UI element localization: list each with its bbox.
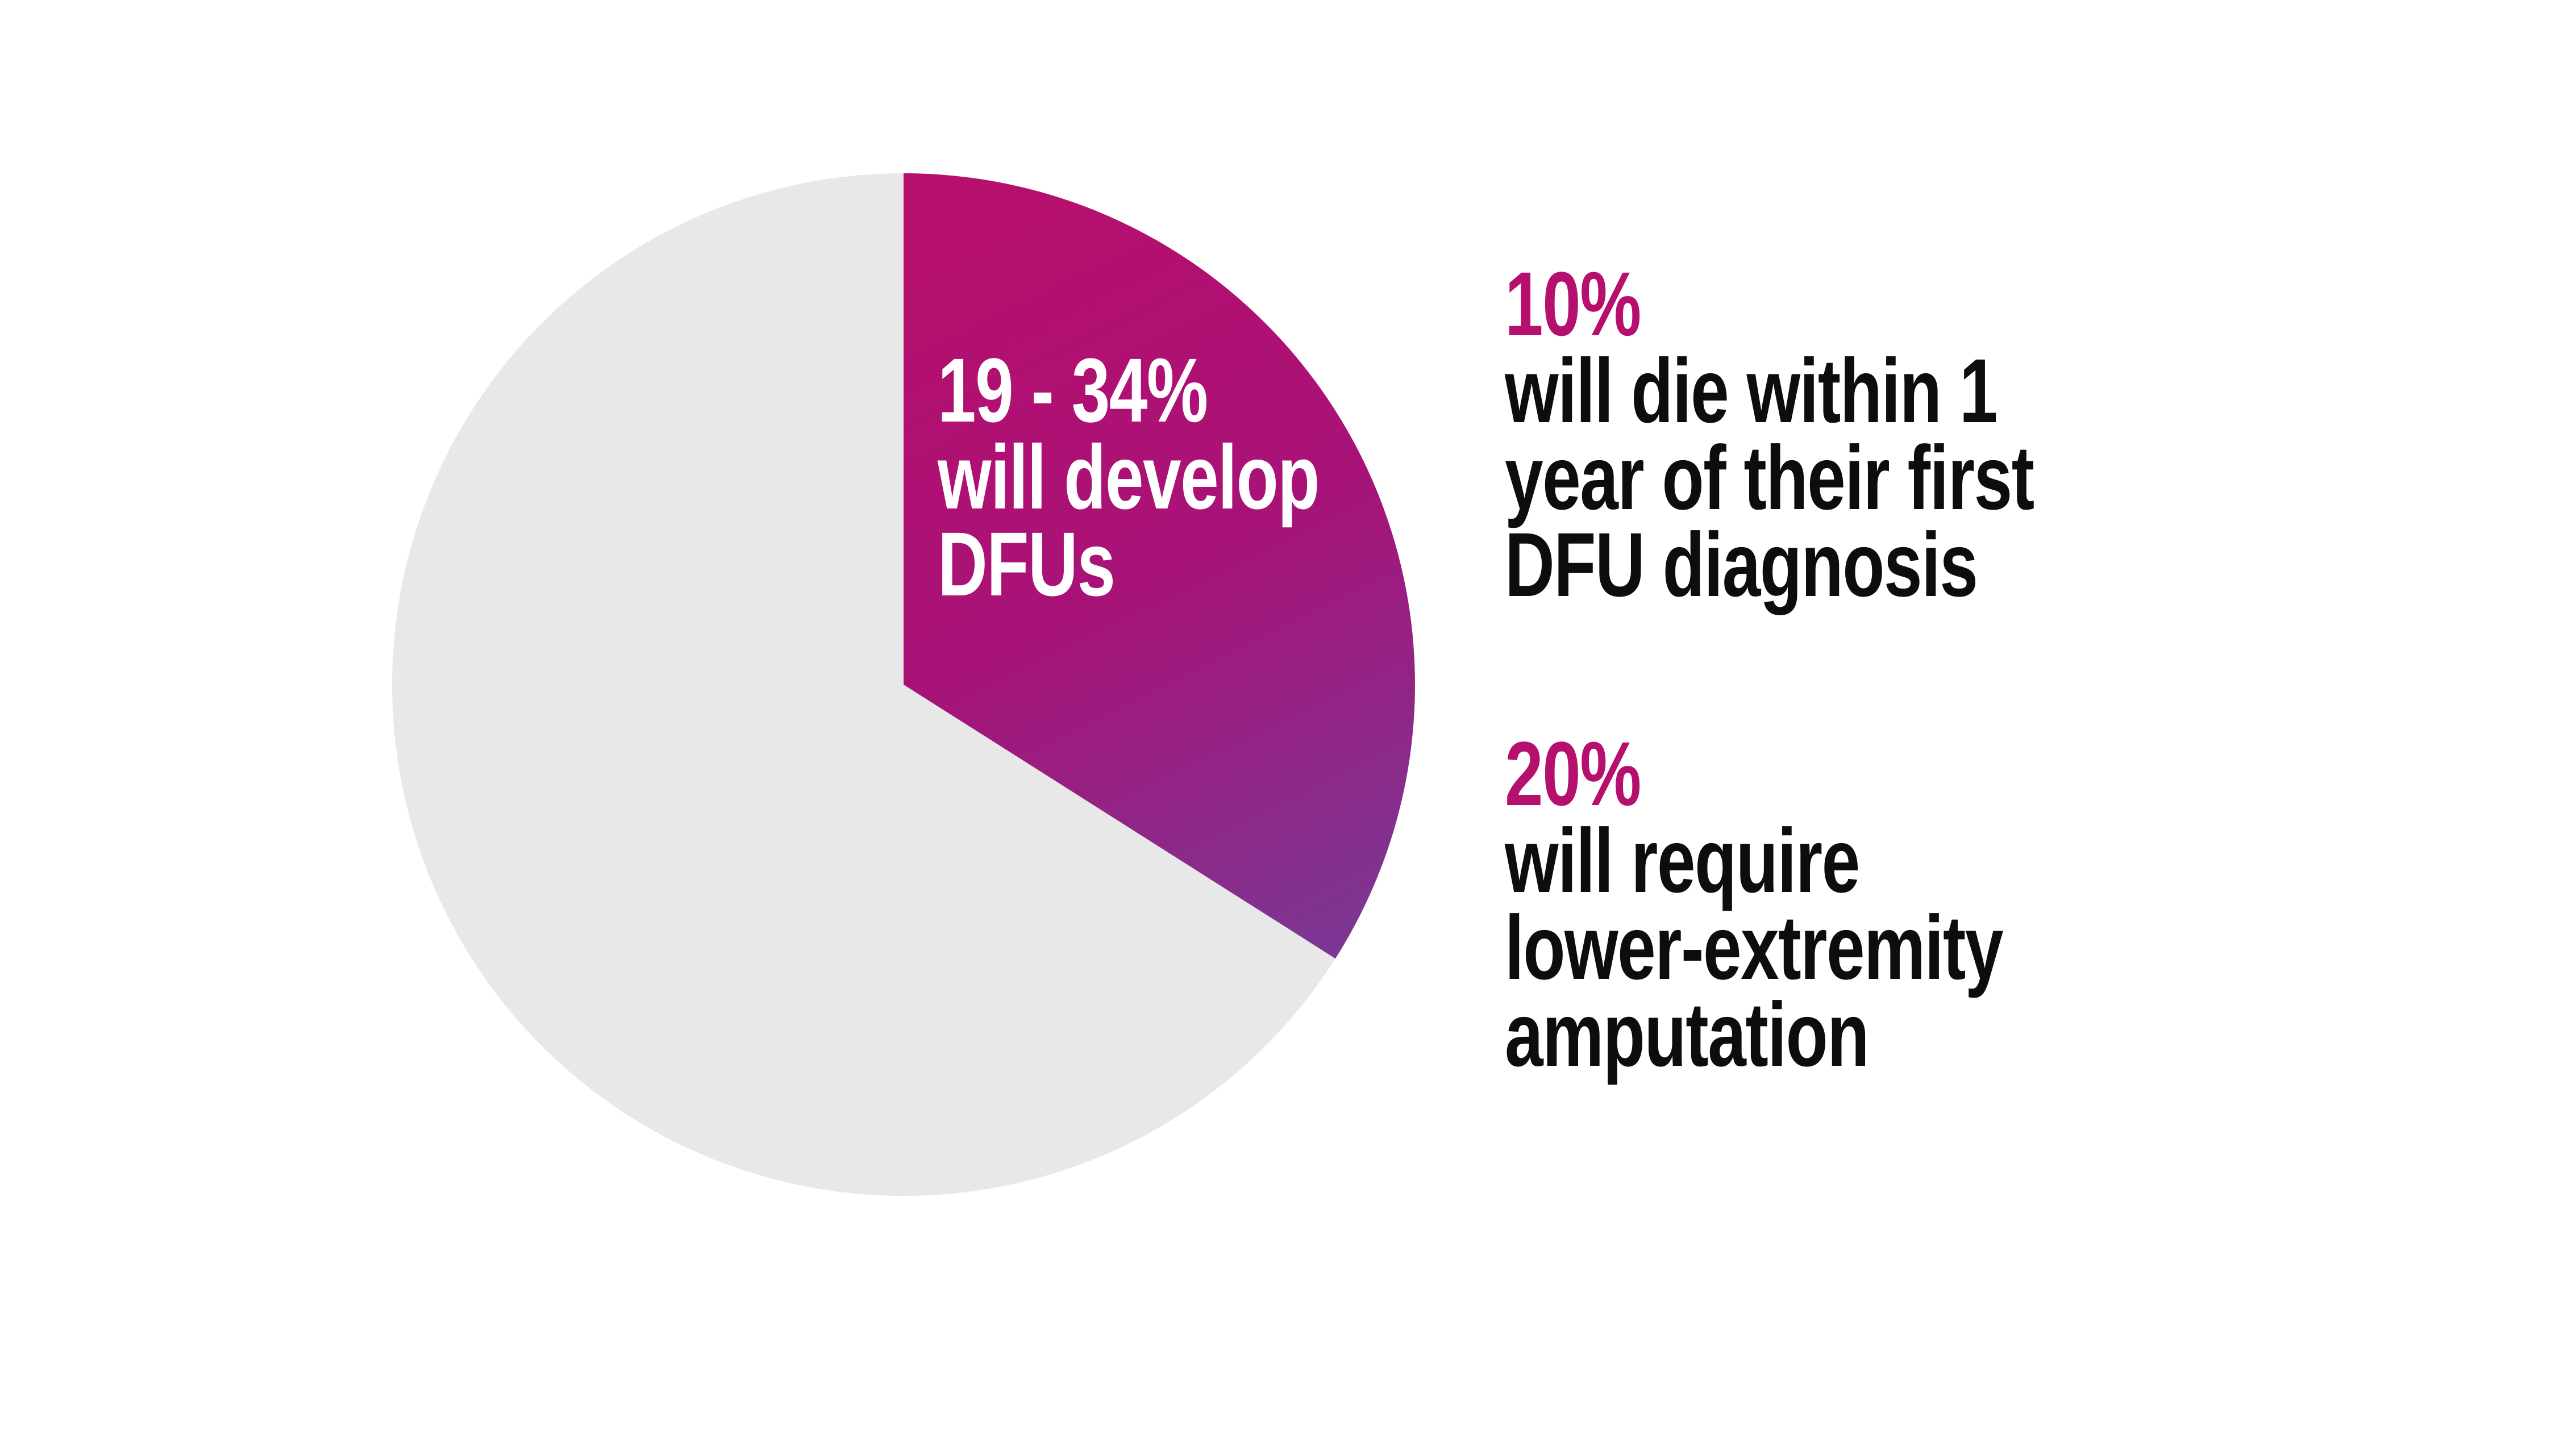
stat-amputation-percentage: 20% (1505, 723, 1641, 824)
stat-amputation-line-1: will require (1505, 810, 1860, 911)
stat-block-amputation: 20% will require lower-extremity amputat… (1505, 723, 2004, 1085)
pie-slice-label: 19 - 34% will develop DFUs (938, 339, 1320, 615)
pie-slice-label-line-2: will develop (938, 426, 1320, 528)
stat-amputation-line-3: amputation (1505, 983, 1870, 1085)
stat-mortality-line-1: will die within 1 (1505, 340, 1997, 441)
pie-slice-label-line-1: 19 - 34% (938, 339, 1208, 441)
stat-mortality-line-3: DFU diagnosis (1505, 514, 1978, 615)
stat-mortality-percentage: 10% (1505, 253, 1641, 355)
pie-slice-label-line-3: DFUs (938, 513, 1116, 615)
pie-dfu-slice (904, 173, 1415, 959)
stat-amputation-line-2: lower-extremity (1505, 897, 2004, 998)
stat-block-mortality: 10% will die within 1 year of their firs… (1505, 253, 2034, 615)
stat-mortality-line-2: year of their first (1505, 427, 2034, 528)
